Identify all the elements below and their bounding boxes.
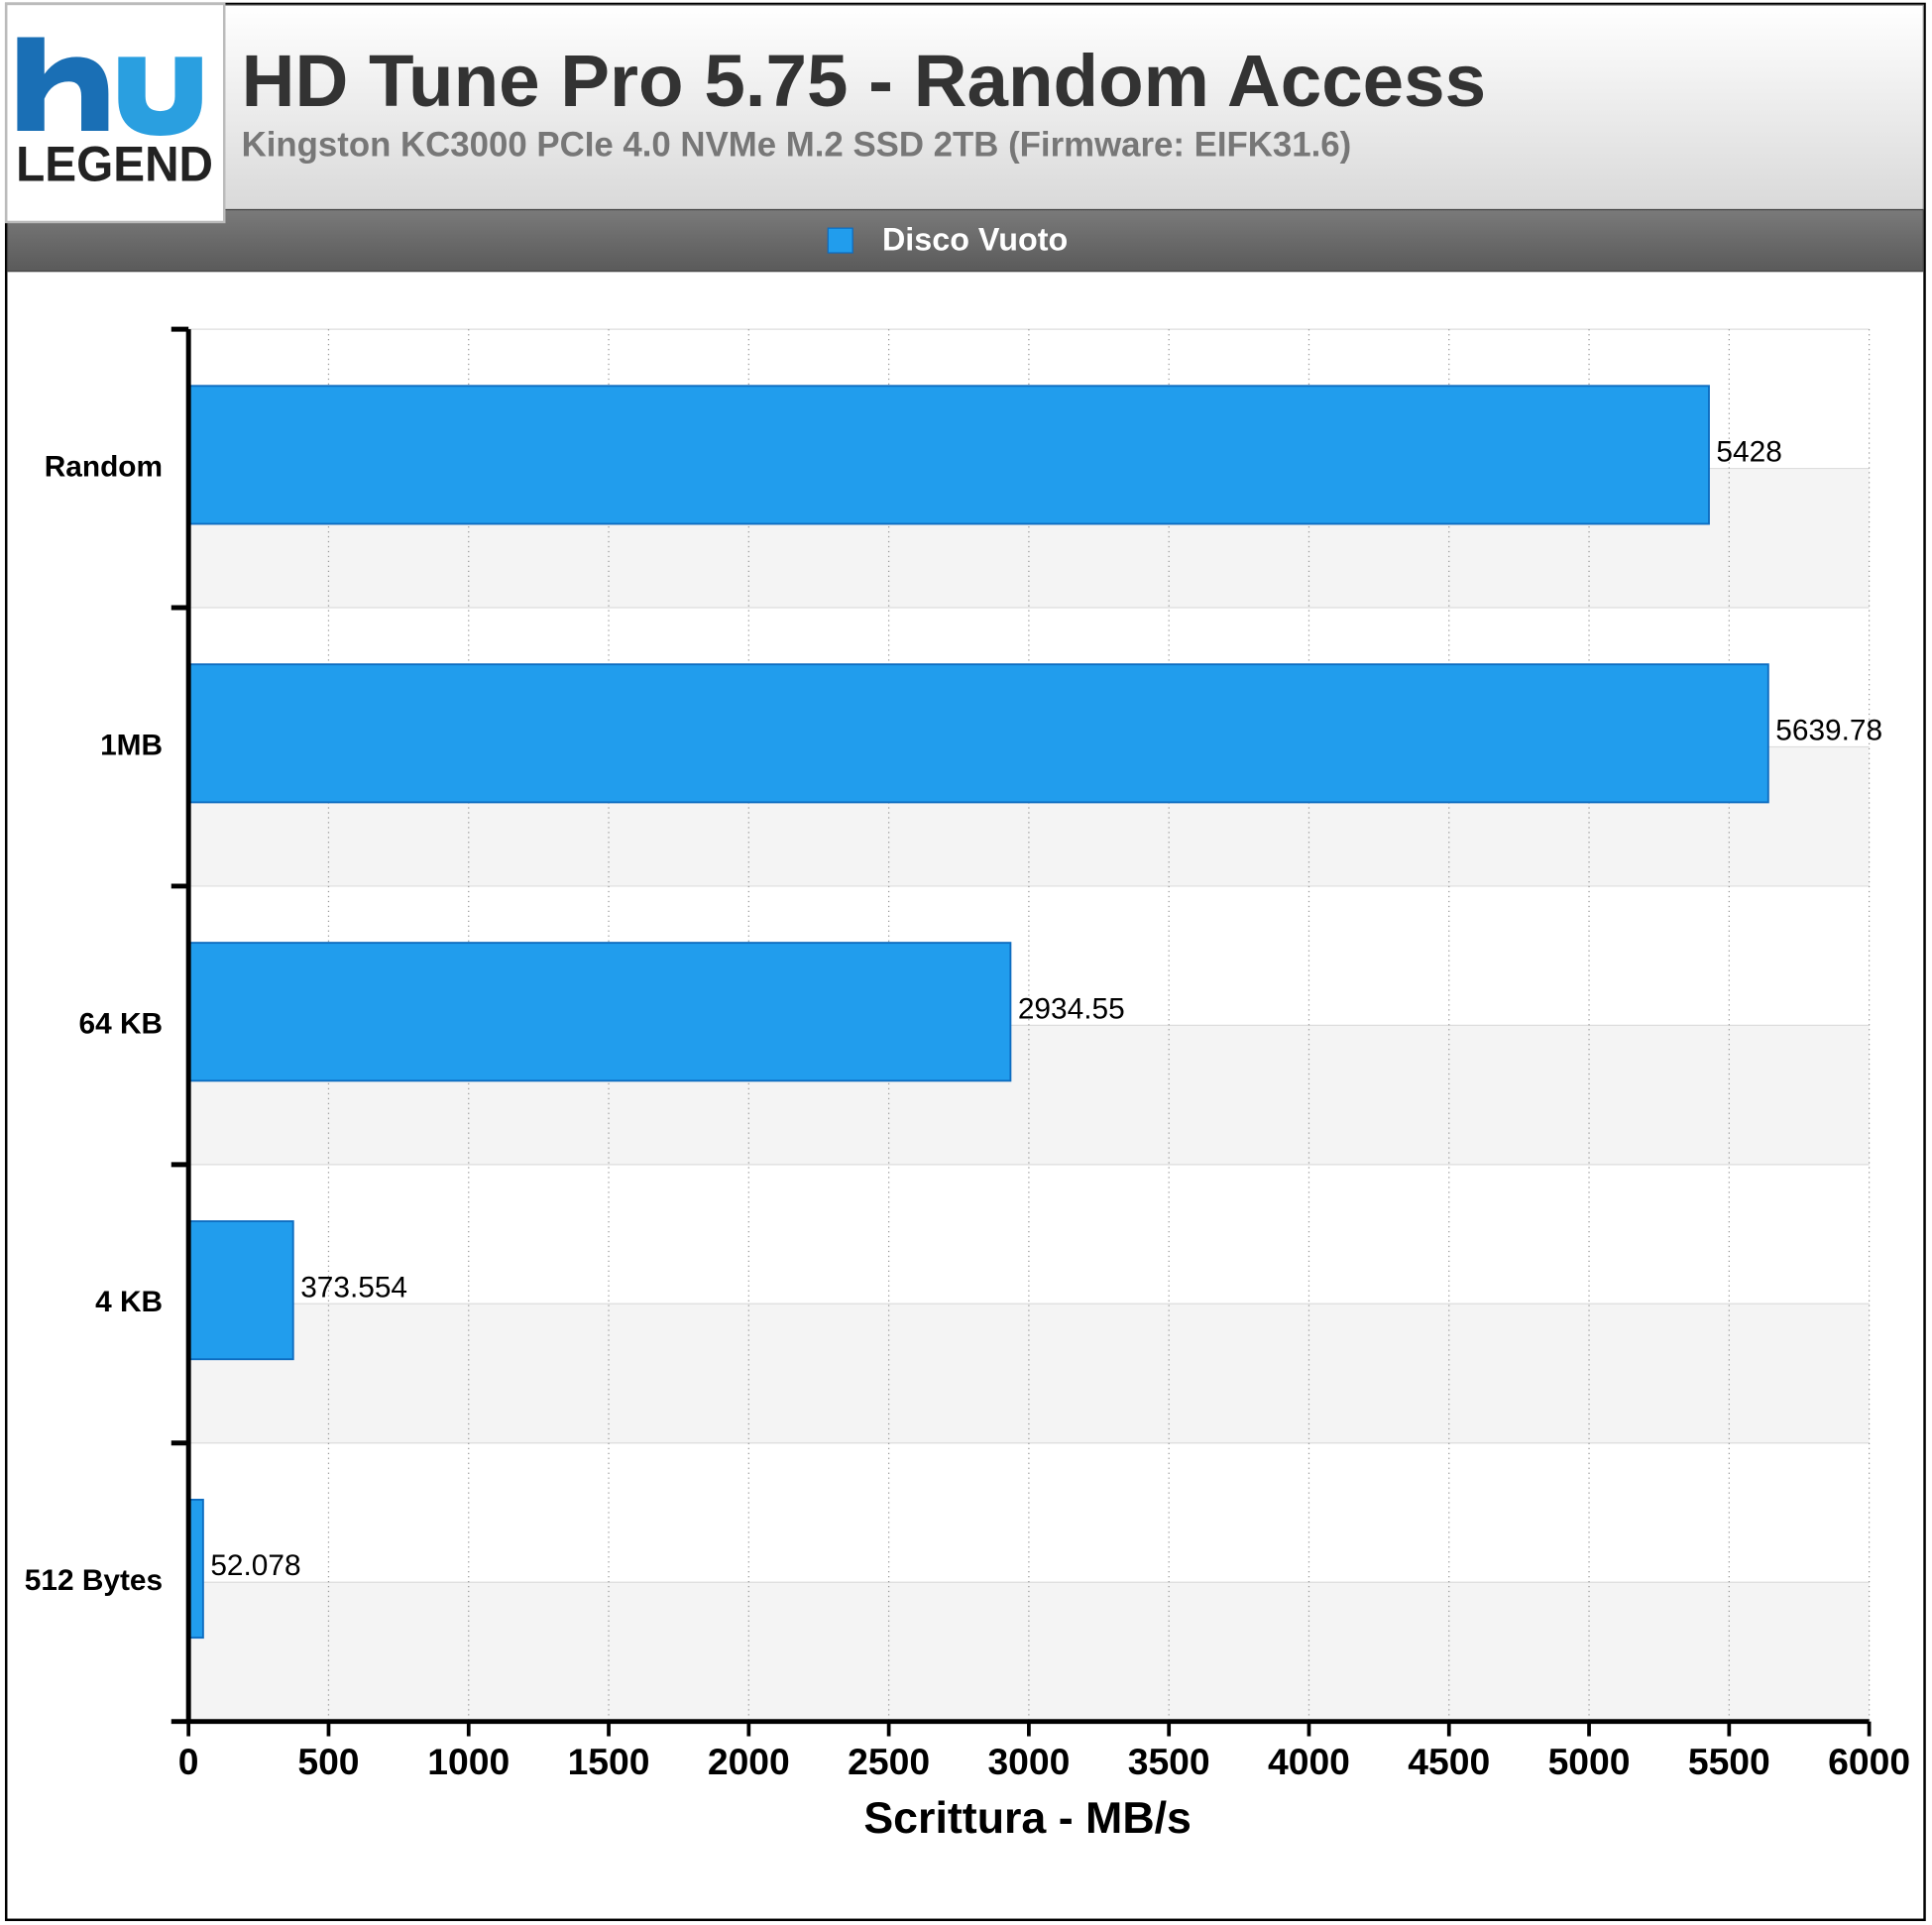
value-label: 52.078 [210,1549,300,1582]
logo-mark [17,37,109,131]
bar [187,385,1710,525]
logo-text: LEGEND [16,136,213,191]
chart-title: HD Tune Pro 5.75 - Random Access [242,39,1486,122]
x-tick-label: 6000 [1828,1741,1910,1782]
x-tick-label: 1500 [568,1741,650,1782]
x-tick-label: 5000 [1548,1741,1631,1782]
value-label: 373.554 [300,1271,407,1303]
x-tick-label: 0 [178,1741,199,1782]
logo: LEGEND [4,2,226,224]
plot-stripe [188,1303,1870,1443]
bar [187,1220,294,1361]
bar [187,663,1769,804]
plot-stripe [188,1582,1870,1722]
x-tick-label: 500 [297,1741,359,1782]
value-label: 2934.55 [1018,992,1125,1025]
chart-subtitle: Kingston KC3000 PCIe 4.0 NVMe M.2 SSD 2T… [242,125,1352,164]
legend-label: Disco Vuoto [882,221,1068,257]
value-label: 5639.78 [1775,714,1882,746]
x-tick-label: 4500 [1408,1741,1490,1782]
x-tick-label: 3000 [987,1741,1070,1782]
y-tick-label: 512 Bytes [25,1564,163,1597]
legend-bar [6,208,1924,273]
x-tick-label: 5500 [1688,1741,1770,1782]
y-tick-label: 4 KB [95,1286,163,1318]
x-tick-label: 3500 [1128,1741,1210,1782]
legend-swatch [827,227,853,254]
header [6,4,1924,211]
y-tick-label: Random [45,450,163,483]
value-label: 5428 [1716,436,1781,469]
x-tick-label: 4000 [1268,1741,1350,1782]
x-tick-label: 2500 [848,1741,930,1782]
x-axis-title: Scrittura - MB/s [863,1793,1192,1843]
bar [187,942,1012,1082]
y-tick-label: 64 KB [79,1007,164,1040]
y-tick-label: 1MB [100,729,163,761]
x-tick-label: 2000 [708,1741,790,1782]
logo-mark [118,57,202,136]
x-tick-label: 1000 [427,1741,510,1782]
